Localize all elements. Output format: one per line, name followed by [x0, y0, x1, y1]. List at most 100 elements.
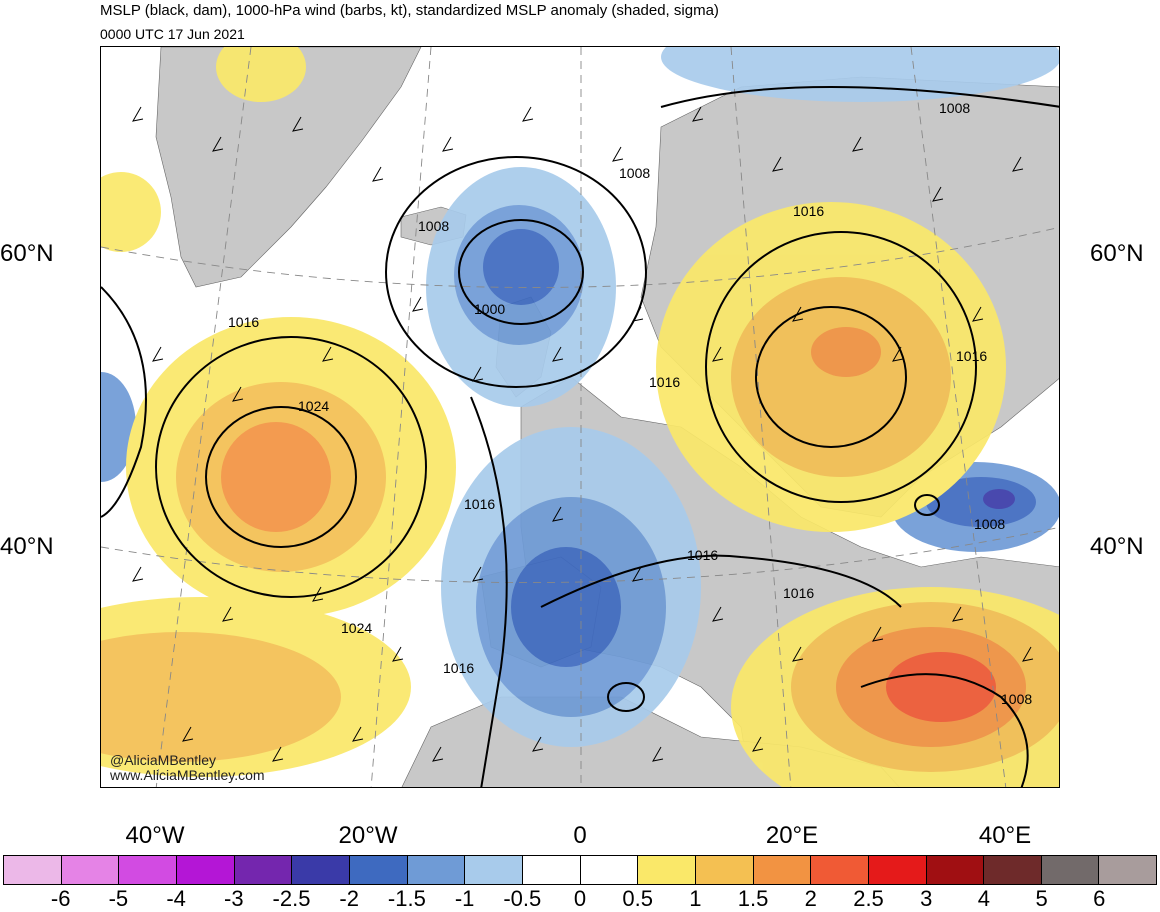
colorbar-label: -6 — [50, 886, 71, 911]
colorbar-label: 2.5 — [853, 886, 884, 911]
isobar-label: 1016 — [687, 547, 718, 563]
negative-anomaly-black-sea-core — [926, 477, 1036, 527]
isobar-high-scandinavia-1016 — [705, 231, 977, 503]
positive-anomaly-southwest-core — [101, 632, 341, 762]
colorbar-label: 1.5 — [737, 886, 769, 911]
colorbar-label: -1.5 — [387, 886, 426, 911]
negative-anomaly-iberia-center — [511, 547, 621, 667]
isobar-high-azores-1016 — [155, 336, 427, 598]
isobar-label: 1016 — [464, 496, 495, 512]
credit-handle: @AliciaMBentley — [110, 752, 217, 768]
isobar-black-sea-low — [914, 494, 940, 516]
greenland-land — [155, 47, 422, 288]
colorbar-box — [465, 856, 523, 884]
colorbar-label: -1 — [454, 886, 475, 911]
isobar-west — [101, 286, 147, 518]
isobar-label: 1008 — [418, 218, 449, 234]
colorbar-label: 1 — [689, 886, 702, 911]
colorbar-box — [522, 856, 581, 884]
isobar-label: 1016 — [783, 585, 814, 601]
colorbar-box — [1041, 856, 1100, 884]
colorbar-label: -0.5 — [503, 886, 542, 911]
isobar-label: 1024 — [341, 620, 372, 636]
positive-anomaly-eastern-med-center — [886, 652, 996, 722]
colorbar-box — [926, 856, 985, 884]
isobar-1016-mid — [470, 396, 508, 787]
lat-label-60n-left: 60°N — [0, 240, 54, 267]
anomaly-layer — [101, 47, 1059, 787]
colorbar-label: -5 — [108, 886, 129, 911]
colorbar-box — [61, 856, 120, 884]
isobar-1016-med — [540, 554, 902, 608]
credit-url: www.AliciaMBentley.com — [110, 767, 265, 783]
isobar-1008-east — [860, 673, 1029, 787]
isobar-label: 1016 — [793, 203, 824, 219]
positive-anomaly-greenland — [216, 47, 306, 102]
isobar-label: 1008 — [974, 516, 1005, 532]
colorbar-label: 4 — [977, 886, 991, 911]
isobar-labels: 1008 1008 1008 1000 1016 1016 1024 1016 … — [228, 100, 1032, 707]
colorbar-box — [1099, 856, 1157, 884]
colorbar-box — [811, 856, 869, 884]
lat-label-40n-left: 40°N — [0, 533, 54, 560]
isobar-low-1000 — [458, 219, 584, 325]
positive-anomaly-scandinavia-center — [811, 327, 881, 377]
isobar-label: 1000 — [474, 301, 505, 317]
colorbar-box — [868, 856, 927, 884]
map-title: MSLP (black, dam), 1000-hPa wind (barbs,… — [100, 2, 719, 19]
isobar-label: 1008 — [619, 165, 650, 181]
colorbar-label: 3 — [920, 886, 933, 911]
map-canvas: 1008 1008 1008 1000 1016 1016 1024 1016 … — [101, 47, 1059, 787]
lon-label-40e: 40°E — [978, 822, 1032, 849]
isobar-label: 1008 — [939, 100, 970, 116]
colorbar-box — [292, 856, 350, 884]
lon-label-40w: 40°W — [125, 822, 185, 849]
colorbar — [3, 855, 1157, 885]
lon-label-20e: 20°E — [765, 822, 819, 849]
lat-label-40n-right: 40°N — [1090, 533, 1144, 560]
positive-anomaly-scandinavia-core — [731, 277, 951, 477]
colorbar-box — [695, 856, 754, 884]
valid-time: 0000 UTC 17 Jun 2021 — [100, 26, 245, 42]
colorbar-label: -4 — [166, 886, 186, 911]
colorbar-box — [984, 856, 1042, 884]
lon-label-0: 0 — [573, 822, 587, 849]
colorbar-label: 5 — [1035, 886, 1048, 911]
meridian-20w — [370, 47, 432, 787]
isobar-high-azores-1024 — [205, 406, 357, 548]
negative-anomaly-black-sea-center — [983, 489, 1015, 509]
colorbar-box — [638, 856, 696, 884]
isobar-label: 1016 — [956, 348, 987, 364]
isobar-low-1008 — [385, 156, 647, 388]
colorbar-label: -2 — [339, 886, 359, 911]
isobar-spain-low — [607, 682, 645, 712]
positive-anomaly-azores-center — [221, 422, 331, 532]
lat-label-60n-right: 60°N — [1090, 240, 1144, 267]
colorbar-label: 0.5 — [622, 886, 653, 911]
colorbar-box — [119, 856, 177, 884]
isobar-label: 1008 — [1001, 691, 1032, 707]
negative-anomaly-north-atlantic-center — [483, 229, 559, 305]
wind-barb-layer — [132, 106, 1034, 762]
isobar-high-scandinavia-1024 — [755, 306, 907, 448]
colorbar-box — [753, 856, 812, 884]
colorbar-box — [580, 856, 639, 884]
map-panel[interactable]: 1008 1008 1008 1000 1016 1016 1024 1016 … — [100, 46, 1060, 788]
meridian-40e — [910, 47, 1007, 787]
colorbar-box — [234, 856, 293, 884]
isobar-label: 1016 — [443, 660, 474, 676]
colorbar-label: 6 — [1093, 886, 1106, 911]
negative-anomaly-north-edge — [661, 47, 1059, 102]
lon-label-20w: 20°W — [338, 822, 398, 849]
isobar-north-1008 — [660, 86, 1059, 108]
isobar-label: 1016 — [228, 314, 259, 330]
colorbar-label: 0 — [573, 886, 587, 911]
meridian-40w — [155, 47, 252, 787]
colorbar-label: 2 — [804, 886, 817, 911]
colorbar-box — [407, 856, 466, 884]
isobar-label: 1024 — [298, 398, 329, 414]
isobar-layer — [101, 86, 1059, 787]
isobar-label: 1016 — [649, 374, 680, 390]
colorbar-label: -2.5 — [272, 886, 311, 911]
positive-anomaly-northwest — [101, 172, 161, 252]
